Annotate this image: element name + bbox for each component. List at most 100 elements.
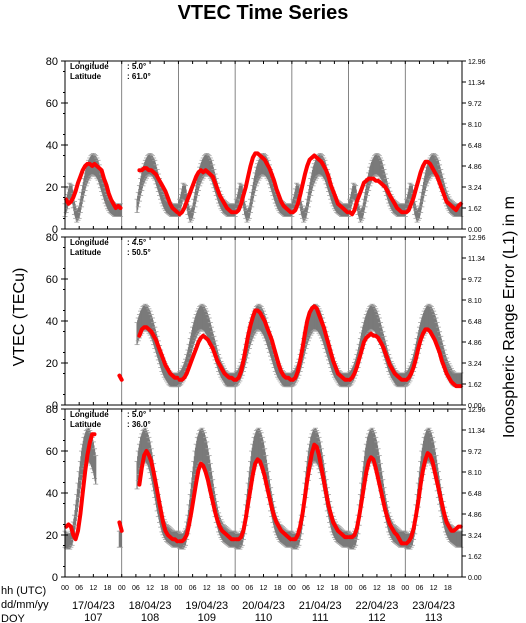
x-date-label: 20/04/23 xyxy=(242,600,285,612)
y-tick-label: 80 xyxy=(46,232,58,244)
chart-title: VTEC Time Series xyxy=(178,2,349,24)
observed-series-day-3 xyxy=(177,168,236,217)
observed-series-day-2 xyxy=(137,325,180,380)
right-tick-label: 0.00 xyxy=(468,575,482,582)
right-tick-label: 3.24 xyxy=(468,185,482,192)
x-hour-tick-label: 18 xyxy=(160,585,168,592)
x-hour-tick-label: 00 xyxy=(175,585,183,592)
longitude-value: : 5.0° xyxy=(127,62,146,71)
x-hour-tick-label: 12 xyxy=(89,585,97,592)
x-hour-tick-label: 00 xyxy=(345,585,353,592)
y-tick-label: 60 xyxy=(46,446,58,458)
panel-3: 0 20 40 60 80 0.00 1.62 3.24 4.86 6.48 8.10 9.72 11.… xyxy=(46,404,486,584)
x-hour-tick-label: 06 xyxy=(245,585,253,592)
observed-series-day-4 xyxy=(234,457,293,542)
x-hour-tick-label: 00 xyxy=(288,585,296,592)
x-date-label: 23/04/23 xyxy=(412,600,455,612)
x-row-label-doy: DOY xyxy=(1,613,26,623)
panel-1: 0 20 40 60 80 0.00 1.62 3.24 4.86 6.48 8.10 9.72 11.… xyxy=(46,56,486,236)
right-tick-label: 3.24 xyxy=(468,533,482,540)
x-hour-tick-label: 06 xyxy=(302,585,310,592)
right-tick-label: 0.00 xyxy=(468,403,482,410)
observed-series-day-1 xyxy=(64,432,97,542)
y-tick-label: 80 xyxy=(46,56,58,68)
right-tick-label: 12.96 xyxy=(468,59,486,66)
x-hour-tick-label: 00 xyxy=(118,585,126,592)
observed-fragment xyxy=(117,373,124,382)
longitude-value: : 4.5° xyxy=(127,238,146,247)
x-doy-label: 112 xyxy=(368,612,386,623)
latitude-value: : 50.5° xyxy=(127,248,151,257)
observed-series-day-6 xyxy=(347,331,407,382)
x-date-label: 22/04/23 xyxy=(356,600,399,612)
x-hour-tick-label: 18 xyxy=(330,585,338,592)
observed-series-day-7 xyxy=(404,327,463,389)
y-tick-label: 60 xyxy=(46,274,58,286)
x-date-label: 21/04/23 xyxy=(299,600,342,612)
y-tick-label: 60 xyxy=(46,98,58,110)
right-tick-label: 4.86 xyxy=(468,164,482,171)
coordinate-legend: Longitude: 5.0° Latitude: 36.0° xyxy=(70,410,151,429)
y-tick-label: 20 xyxy=(46,358,58,370)
latitude-label: Latitude xyxy=(70,420,102,429)
x-date-label: 19/04/23 xyxy=(185,600,228,612)
right-tick-label: 6.48 xyxy=(468,143,482,150)
right-tick-label: 8.10 xyxy=(468,122,482,129)
y-tick-label: 0 xyxy=(52,572,58,584)
x-hour-tick-label: 18 xyxy=(217,585,225,592)
right-tick-label: 4.86 xyxy=(468,340,482,347)
observed-series-day-7 xyxy=(404,159,463,215)
observed-series-day-3 xyxy=(177,333,236,382)
observed-series-day-4 xyxy=(234,308,293,382)
x-hour-tick-label: 00 xyxy=(61,585,69,592)
x-hour-tick-label: 18 xyxy=(104,585,112,592)
y-tick-label: 40 xyxy=(46,140,58,152)
longitude-label: Longitude xyxy=(70,410,109,419)
right-tick-label: 8.10 xyxy=(468,470,482,477)
right-tick-label: 6.48 xyxy=(468,319,482,326)
x-doy-label: 109 xyxy=(198,612,216,623)
right-tick-label: 4.86 xyxy=(468,512,482,519)
x-hour-tick-label: 06 xyxy=(189,585,197,592)
observed-series-day-6 xyxy=(347,176,407,217)
right-tick-label: 3.24 xyxy=(468,361,482,368)
x-doy-label: 111 xyxy=(312,612,329,623)
x-doy-label: 107 xyxy=(84,612,102,623)
x-hour-tick-label: 06 xyxy=(359,585,367,592)
x-hour-tick-label: 00 xyxy=(401,585,409,592)
observed-series-day-6 xyxy=(347,455,407,546)
right-tick-label: 9.72 xyxy=(468,277,482,284)
longitude-value: : 5.0° xyxy=(127,410,146,419)
coordinate-legend: Longitude: 4.5° Latitude: 50.5° xyxy=(70,238,151,257)
panel-frame xyxy=(64,408,463,578)
x-doy-label: 113 xyxy=(425,612,443,623)
x-hour-tick-label: 12 xyxy=(430,585,438,592)
x-hour-tick-label: 12 xyxy=(203,585,211,592)
x-doy-label: 108 xyxy=(141,612,159,623)
x-doy-label: 110 xyxy=(255,612,273,623)
observed-series-day-5 xyxy=(291,442,350,542)
observed-series-day-1 xyxy=(64,161,123,210)
latitude-value: : 61.0° xyxy=(127,72,151,81)
right-tick-label: 11.34 xyxy=(468,428,485,435)
y-tick-label: 0 xyxy=(52,400,58,412)
observed-series-day-3 xyxy=(177,461,236,544)
x-row-label-hour: hh (UTC) xyxy=(1,585,46,597)
y-tick-label: 20 xyxy=(46,530,58,542)
x-hour-tick-label: 12 xyxy=(146,585,154,592)
x-date-label: 18/04/23 xyxy=(129,600,172,612)
y-tick-label: 0 xyxy=(52,224,58,236)
x-hour-tick-label: 12 xyxy=(260,585,268,592)
coordinate-legend: Longitude : 5.0° Latitude : 61.0° xyxy=(70,62,151,81)
observed-series-day-5 xyxy=(291,153,350,215)
x-row-label-date: dd/mm/yy xyxy=(1,599,49,611)
longitude-label: Longitude xyxy=(70,62,109,71)
x-hour-tick-label: 18 xyxy=(274,585,282,592)
right-tick-label: 12.96 xyxy=(468,407,486,414)
right-tick-label: 0.00 xyxy=(468,227,482,234)
right-tick-label: 1.62 xyxy=(468,554,482,561)
latitude-label: Latitude xyxy=(70,72,102,81)
right-tick-label: 11.34 xyxy=(468,80,485,87)
